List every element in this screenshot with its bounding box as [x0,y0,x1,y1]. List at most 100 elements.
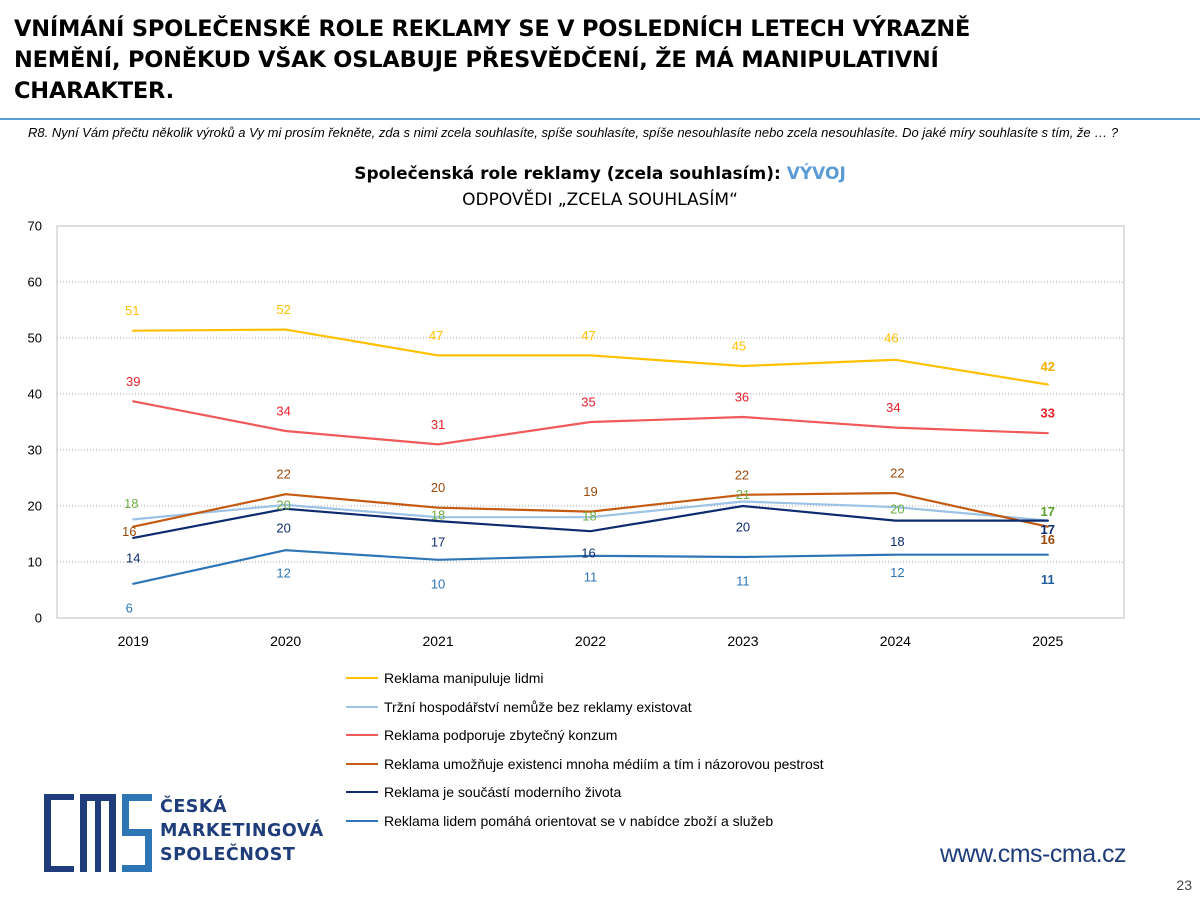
logo-m-middle [95,794,101,872]
y-tick-label: 10 [28,555,42,570]
data-label: 21 [736,487,750,502]
chart-title: Společenská role reklamy (zcela souhlasí… [0,164,1200,184]
data-label: 12 [276,566,290,581]
chart-title-text: Společenská role reklamy (zcela souhlasí… [354,164,787,184]
x-tick-label: 2024 [880,633,911,649]
data-label: 22 [890,466,904,481]
data-label: 33 [1041,406,1055,421]
data-label: 16 [581,546,595,561]
data-label: 45 [732,339,746,354]
title-divider [0,118,1200,120]
data-label: 20 [431,480,445,495]
legend-label: Reklama podporuje zbytečný konzum [384,727,618,743]
data-label: 20 [276,520,290,535]
data-label: 18 [890,534,904,549]
data-label: 42 [1041,359,1055,374]
x-tick-label: 2025 [1032,633,1063,649]
logo-c-left [44,794,51,872]
data-label: 17 [1041,504,1055,519]
data-label: 18 [431,508,445,523]
y-tick-label: 70 [28,219,42,234]
data-label: 31 [431,417,445,432]
x-tick-label: 2022 [575,633,606,649]
data-label: 22 [276,467,290,482]
data-label: 20 [736,520,750,535]
cms-logo [44,794,152,872]
page-title: VNÍMÁNÍ SPOLEČENSKÉ ROLE REKLAMY SE V PO… [14,16,971,104]
data-label: 39 [126,374,140,389]
legend-label: Reklama umožňuje existenci mnoha médiím … [384,755,824,772]
series-line-2 [132,400,1049,446]
data-label: 52 [276,302,290,317]
legend-label: Reklama je součástí moderního života [384,784,622,800]
y-tick-label: 50 [28,331,42,346]
y-tick-label: 60 [28,275,42,290]
data-label: 36 [735,389,749,404]
legend-swatch [346,677,378,679]
logo-s-bottom [122,865,152,872]
legend-swatch [346,819,378,822]
logo-m-right [109,794,116,872]
legend-label: Reklama lidem pomáhá orientovat se v nab… [384,812,774,829]
data-label: 34 [886,400,900,415]
logo-c-top [44,794,74,800]
data-label: 14 [126,550,140,565]
data-label: 20 [276,497,290,512]
website-link[interactable]: www.cms-cma.cz [940,840,1127,868]
series-line-0 [132,328,1049,386]
chart-subtitle: ODPOVĚDI „ZCELA SOUHLASÍM“ [462,190,738,210]
data-label: 18 [582,509,596,524]
y-tick-label: 30 [28,443,42,458]
data-label: 46 [884,330,898,345]
data-label: 17 [1041,522,1055,537]
data-label: 11 [1041,572,1055,587]
data-label: 22 [735,467,749,482]
survey-question: R8. Nyní Vám přečtu několik výroků a Vy … [28,125,1119,140]
series-line-3 [132,492,1049,528]
data-label: 6 [126,600,133,615]
logo-s-top [122,794,152,801]
logo-text: ČESKÁ MARKETINGOVÁ SPOLEČNOST [160,795,324,867]
logo-line-1: ČESKÁ [160,797,228,817]
data-label: 11 [736,573,750,588]
legend-swatch [346,705,378,708]
legend-label: Reklama manipuluje lidmi [384,670,544,686]
data-label: 47 [581,328,595,343]
data-label: 17 [431,535,445,550]
data-label: 18 [124,496,138,511]
cms-logo-mark [44,794,152,872]
x-tick-label: 2023 [727,633,758,649]
data-label: 35 [581,395,595,410]
legend-swatch [346,734,378,736]
legend-swatch [346,791,378,793]
x-tick-label: 2019 [118,633,149,649]
legend-swatch [346,762,378,765]
series-line-1 [132,500,1049,522]
data-label: 11 [584,569,598,584]
data-label: 16 [122,524,136,539]
logo-line-3: SPOLEČNOST [160,845,296,865]
data-label: 16 [1041,532,1055,547]
data-label: 51 [125,303,139,318]
data-label: 10 [431,576,445,591]
x-tick-label: 2020 [270,633,301,649]
data-label: 20 [890,502,904,517]
data-label: 19 [583,484,597,499]
series-line-5 [132,549,1049,585]
logo-s-middle [122,829,152,836]
y-tick-label: 40 [28,387,42,402]
chart-title-accent: VÝVOJ [786,164,846,184]
data-label: 34 [276,403,290,418]
logo-s-upper [122,794,129,834]
data-label: 47 [429,328,443,343]
logo-s-lower [145,829,152,872]
data-label: 12 [890,565,904,580]
logo-m-left [80,794,87,872]
y-tick-label: 0 [35,611,42,626]
logo-line-2: MARKETINGOVÁ [160,821,324,841]
series-line-4 [132,504,1049,540]
legend-label: Tržní hospodářství nemůže bez reklamy ex… [384,698,692,715]
x-tick-label: 2021 [422,633,453,649]
page-number: 23 [1176,877,1192,893]
